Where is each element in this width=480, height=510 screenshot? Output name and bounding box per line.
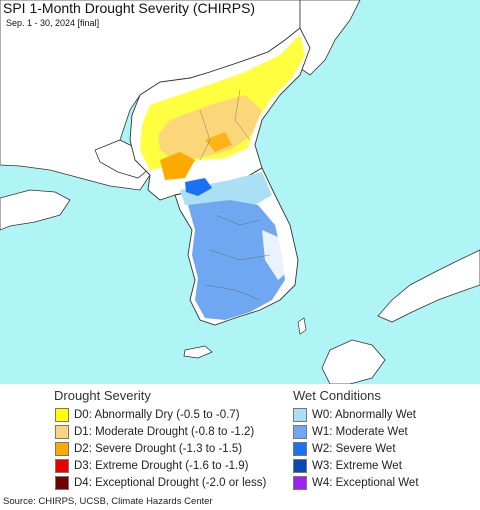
d2-swatch xyxy=(55,441,69,456)
legend-item-d2: D2: Severe Drought (-1.3 to -1.5) xyxy=(55,441,242,456)
wet-legend-heading: Wet Conditions xyxy=(293,388,381,403)
japan-kyushu xyxy=(321,339,386,384)
legend-item-w0: W0: Abnormally Wet xyxy=(293,407,416,422)
d1-swatch xyxy=(55,424,69,439)
japan-tsushima xyxy=(297,317,307,335)
d2-label: D2: Severe Drought (-1.3 to -1.5) xyxy=(74,442,243,455)
w2-label: W2: Severe Wet xyxy=(312,442,396,455)
d4-label: D4: Exceptional Drought (-2.0 or less) xyxy=(74,476,267,489)
map-subtitle: Sep. 1 - 30, 2024 [final] xyxy=(6,18,100,28)
d0-label: D0: Abnormally Dry (-0.5 to -0.7) xyxy=(74,408,240,421)
w4-swatch xyxy=(293,475,307,490)
map-title: SPI 1-Month Drought Severity (CHIRPS) xyxy=(3,0,256,16)
w4-label: W4: Exceptional Wet xyxy=(312,476,419,489)
nk-severe-drought xyxy=(160,152,195,180)
d1-label: D1: Moderate Drought (-0.8 to -1.2) xyxy=(74,425,255,438)
w0-label: W0: Abnormally Wet xyxy=(312,408,416,421)
legend-item-w1: W1: Moderate Wet xyxy=(293,424,408,439)
w2-swatch xyxy=(293,441,307,456)
d3-swatch xyxy=(55,458,69,473)
d4-swatch xyxy=(55,475,69,490)
d0-swatch xyxy=(55,407,69,422)
legend-item-d3: D3: Extreme Drought (-1.6 to -1.9) xyxy=(55,458,248,473)
drought-map xyxy=(0,0,480,384)
map-area: SPI 1-Month Drought Severity (CHIRPS) Se… xyxy=(0,0,480,384)
w1-label: W1: Moderate Wet xyxy=(312,425,408,438)
legend: Drought Severity Wet Conditions D0: Abno… xyxy=(0,384,480,510)
sk-moderate-wet xyxy=(188,200,285,320)
drought-legend-heading: Drought Severity xyxy=(54,388,151,403)
nk-severe-drought-2 xyxy=(205,132,232,152)
sk-severe-wet xyxy=(185,178,212,196)
w3-label: W3: Extreme Wet xyxy=(312,459,402,472)
w0-swatch xyxy=(293,407,307,422)
source-credit: Source: CHIRPS, UCSB, Climate Hazards Ce… xyxy=(3,496,213,507)
nk-moderate-drought xyxy=(158,95,262,160)
shandong-peninsula xyxy=(0,189,71,231)
legend-item-d4: D4: Exceptional Drought (-2.0 or less) xyxy=(55,475,266,490)
d3-label: D3: Extreme Drought (-1.6 to -1.9) xyxy=(74,459,249,472)
legend-item-w2: W2: Severe Wet xyxy=(293,441,396,456)
japan-honshu xyxy=(377,249,480,323)
w3-swatch xyxy=(293,458,307,473)
jeju-island xyxy=(183,345,213,359)
legend-item-w3: W3: Extreme Wet xyxy=(293,458,402,473)
legend-item-d0: D0: Abnormally Dry (-0.5 to -0.7) xyxy=(55,407,240,422)
province-borders xyxy=(199,89,271,301)
sk-abnormally-wet xyxy=(180,172,272,205)
legend-item-w4: W4: Exceptional Wet xyxy=(293,475,419,490)
sk-white-patch xyxy=(262,230,290,280)
w1-swatch xyxy=(293,424,307,439)
legend-item-d1: D1: Moderate Drought (-0.8 to -1.2) xyxy=(55,424,254,439)
